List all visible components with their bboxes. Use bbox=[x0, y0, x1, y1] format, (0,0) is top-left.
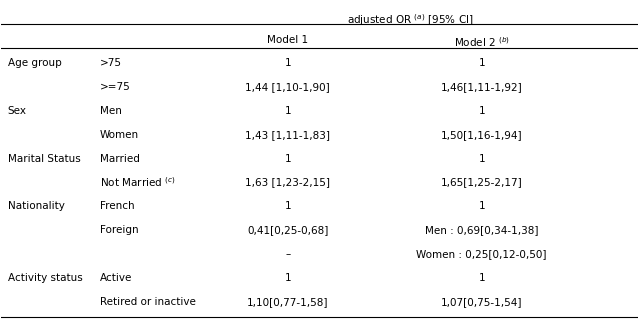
Text: 1: 1 bbox=[479, 58, 485, 68]
Text: French: French bbox=[100, 202, 135, 212]
Text: Active: Active bbox=[100, 273, 132, 283]
Text: 1,10[0,77-1,58]: 1,10[0,77-1,58] bbox=[247, 297, 328, 307]
Text: –: – bbox=[285, 249, 290, 260]
Text: Model 2 $^{(b)}$: Model 2 $^{(b)}$ bbox=[454, 35, 510, 49]
Text: 1,46[1,11-1,92]: 1,46[1,11-1,92] bbox=[441, 82, 523, 92]
Text: Men : 0,69[0,34-1,38]: Men : 0,69[0,34-1,38] bbox=[425, 225, 539, 235]
Text: 1: 1 bbox=[284, 202, 291, 212]
Text: 1: 1 bbox=[284, 58, 291, 68]
Text: Model 1: Model 1 bbox=[267, 35, 308, 45]
Text: 1,50[1,16-1,94]: 1,50[1,16-1,94] bbox=[441, 130, 523, 140]
Text: 1,44 [1,10-1,90]: 1,44 [1,10-1,90] bbox=[245, 82, 330, 92]
Text: 1: 1 bbox=[479, 202, 485, 212]
Text: 1,43 [1,11-1,83]: 1,43 [1,11-1,83] bbox=[245, 130, 330, 140]
Text: 1,07[0,75-1,54]: 1,07[0,75-1,54] bbox=[441, 297, 523, 307]
Text: Married: Married bbox=[100, 154, 140, 164]
Text: Nationality: Nationality bbox=[8, 202, 65, 212]
Text: Marital Status: Marital Status bbox=[8, 154, 81, 164]
Text: Women : 0,25[0,12-0,50]: Women : 0,25[0,12-0,50] bbox=[417, 249, 547, 260]
Text: 1,63 [1,23-2,15]: 1,63 [1,23-2,15] bbox=[245, 177, 330, 187]
Text: Men: Men bbox=[100, 106, 122, 116]
Text: 1: 1 bbox=[479, 273, 485, 283]
Text: Foreign: Foreign bbox=[100, 225, 139, 235]
Text: 1: 1 bbox=[479, 154, 485, 164]
Text: 1: 1 bbox=[479, 106, 485, 116]
Text: Retired or inactive: Retired or inactive bbox=[100, 297, 196, 307]
Text: 1: 1 bbox=[284, 273, 291, 283]
Text: Activity status: Activity status bbox=[8, 273, 82, 283]
Text: Age group: Age group bbox=[8, 58, 61, 68]
Text: >75: >75 bbox=[100, 58, 122, 68]
Text: Women: Women bbox=[100, 130, 139, 140]
Text: adjusted OR $^{(a)}$ [95% CI]: adjusted OR $^{(a)}$ [95% CI] bbox=[347, 13, 473, 28]
Text: 1: 1 bbox=[284, 154, 291, 164]
Text: 1: 1 bbox=[284, 106, 291, 116]
Text: >=75: >=75 bbox=[100, 82, 131, 92]
Text: Not Married $^{(c)}$: Not Married $^{(c)}$ bbox=[100, 175, 176, 189]
Text: 1,65[1,25-2,17]: 1,65[1,25-2,17] bbox=[441, 177, 523, 187]
Text: 0,41[0,25-0,68]: 0,41[0,25-0,68] bbox=[247, 225, 328, 235]
Text: Sex: Sex bbox=[8, 106, 27, 116]
